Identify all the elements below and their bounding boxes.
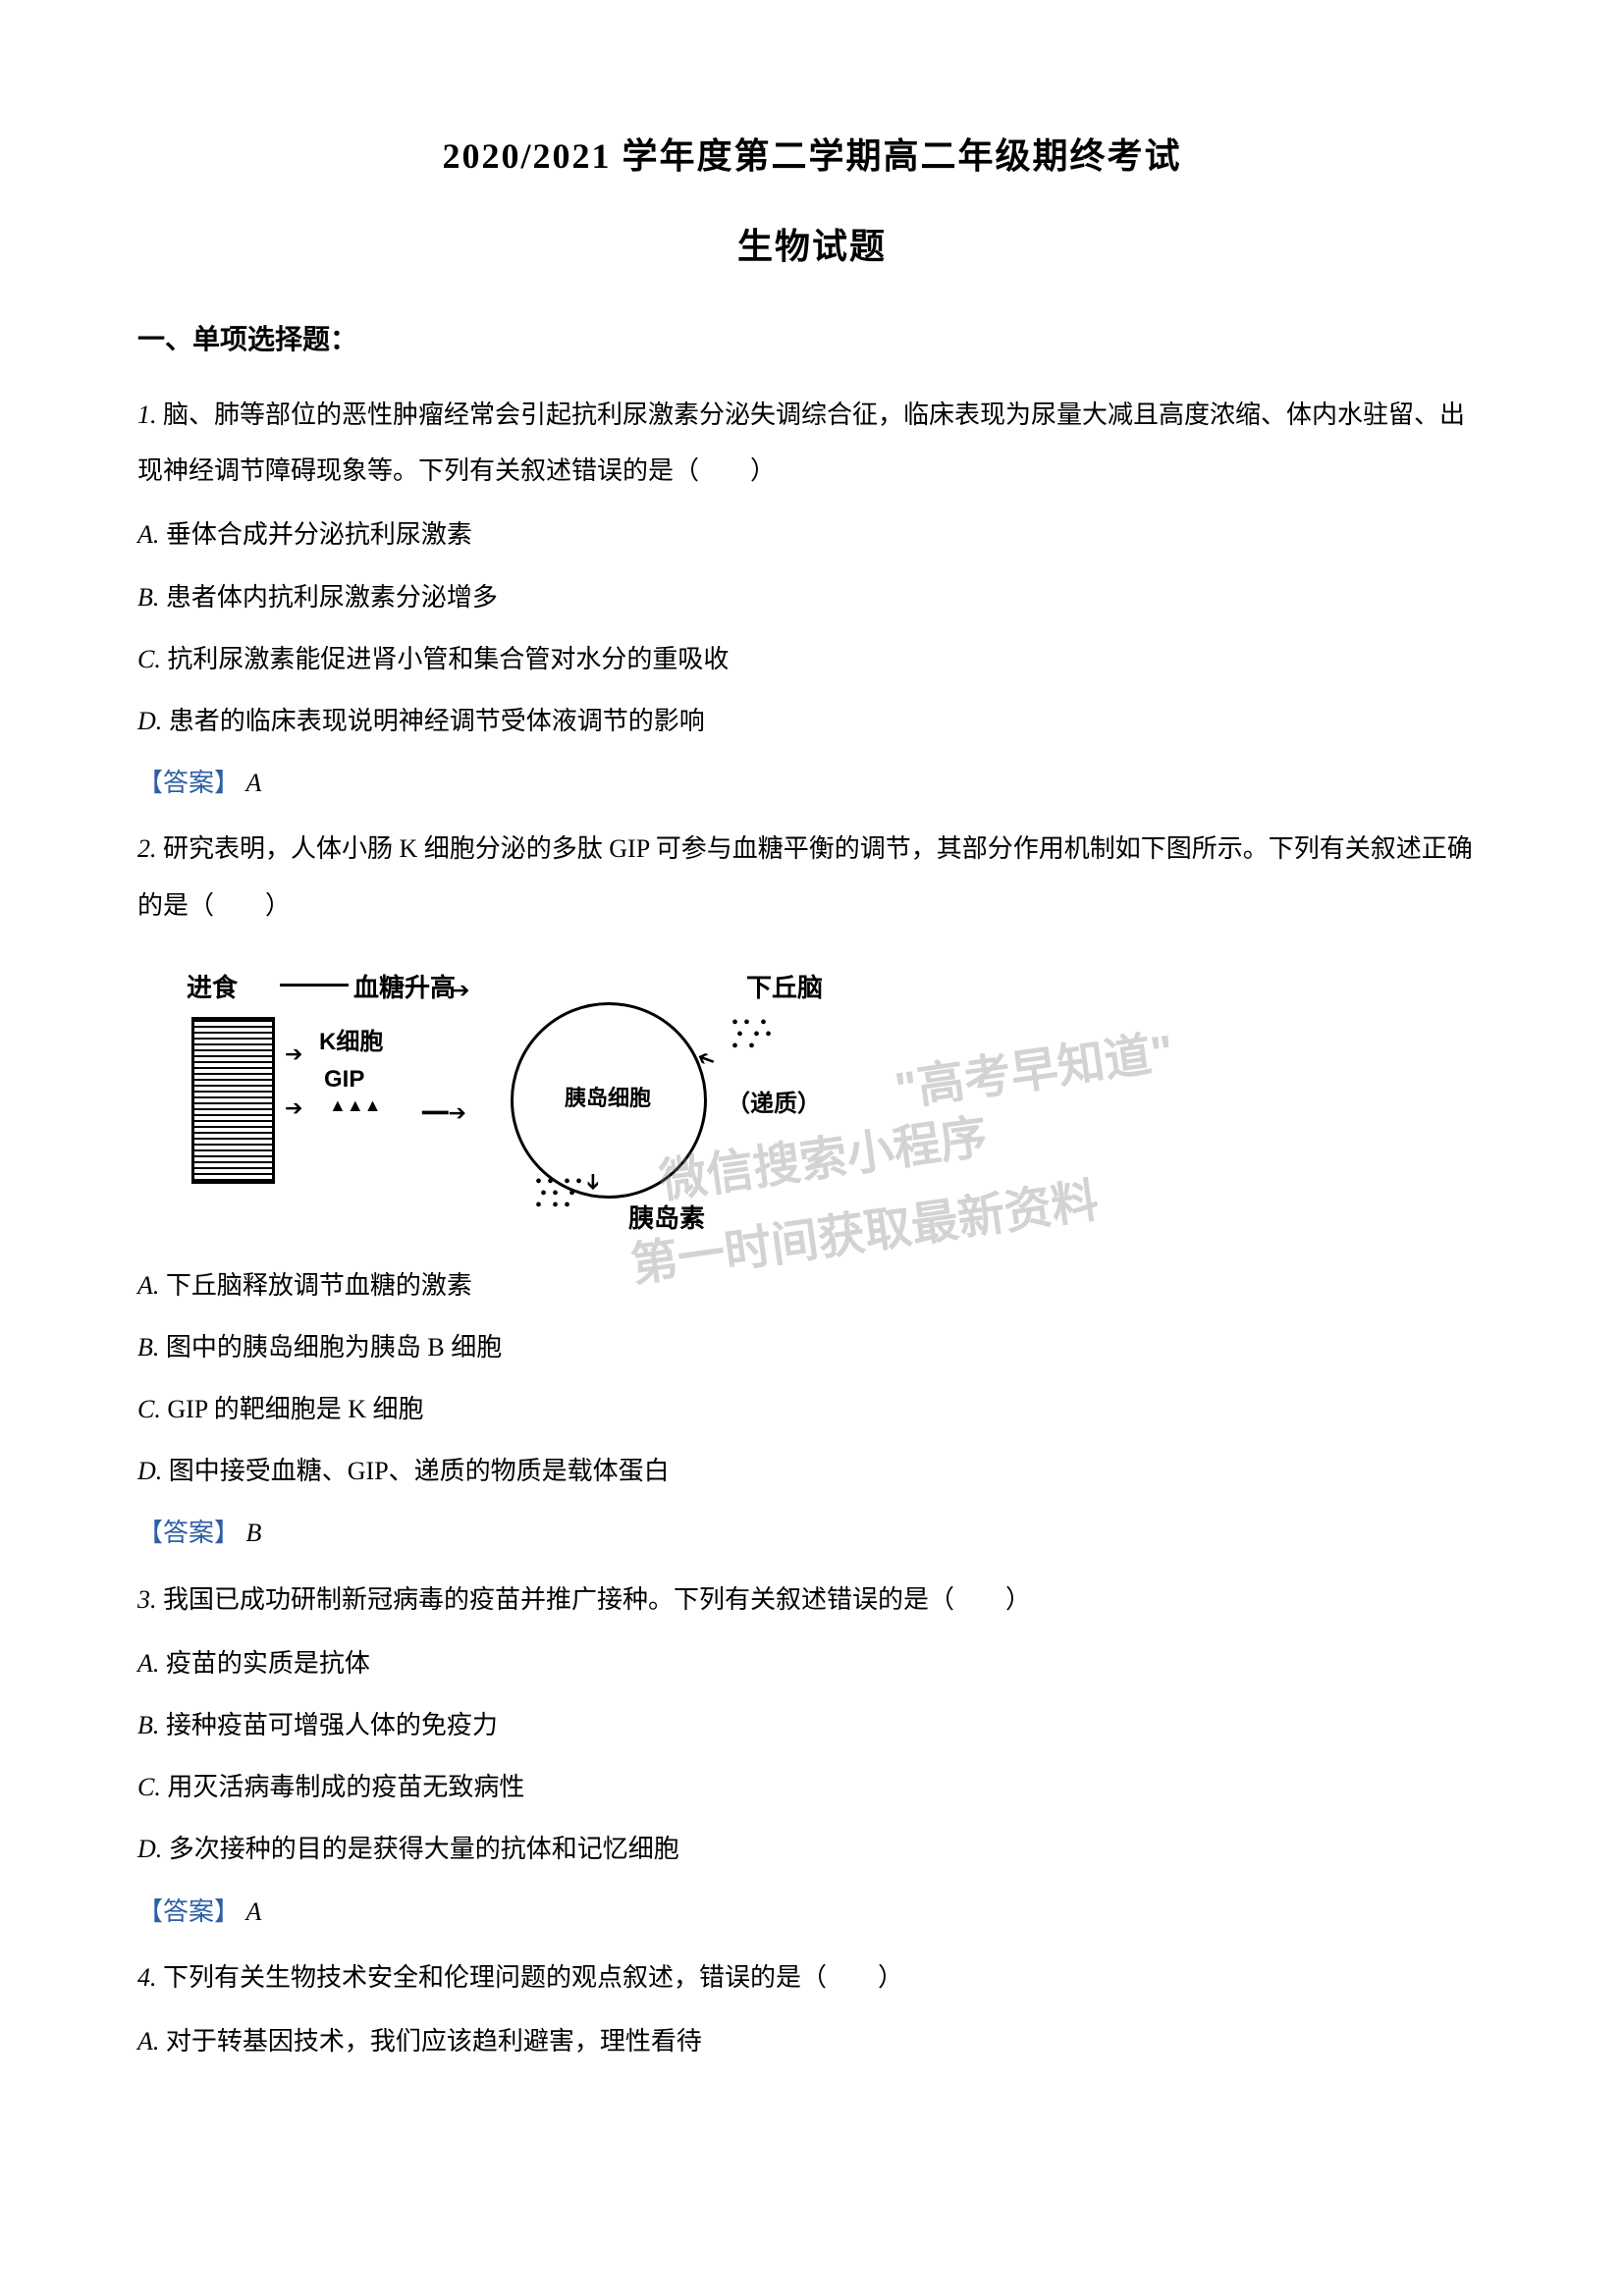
option-letter: D. [137, 707, 162, 735]
diagram-eat-box [191, 1017, 275, 1184]
diagram-label-glucose-up: 血糖升高 [353, 968, 456, 1004]
option-letter: A. [137, 2027, 159, 2056]
option-text: 图中的胰岛细胞为胰岛 B 细胞 [166, 1333, 502, 1362]
question-number: 3. [137, 1585, 157, 1614]
option-a: A. 垂体合成并分泌抗利尿激素 [137, 507, 1487, 562]
option-text: 用灭活病毒制成的疫苗无致病性 [167, 1773, 524, 1801]
option-c: C. 抗利尿激素能促进肾小管和集合管对水分的重吸收 [137, 631, 1487, 687]
exam-subtitle: 生物试题 [137, 218, 1487, 269]
arrow-icon: ➔ [452, 978, 469, 1003]
option-d: D. 患者的临床表现说明神经调节受体液调节的影响 [137, 693, 1487, 749]
option-letter: C. [137, 645, 161, 673]
option-text: GIP 的靶细胞是 K 细胞 [167, 1395, 423, 1423]
arrow-icon: ➔ [693, 1043, 719, 1074]
option-letter: A. [137, 520, 159, 549]
exam-title: 2020/2021 学年度第二学期高二年级期终考试 [137, 128, 1487, 179]
option-letter: A. [137, 1271, 159, 1300]
diagram-label-transmitter: （递质） [727, 1084, 821, 1118]
answer-label: 【答案】 [137, 1519, 240, 1547]
diagram-label-islet: 胰岛细胞 [565, 1081, 651, 1112]
option-text: 接种疫苗可增强人体的免疫力 [166, 1711, 498, 1739]
diagram-label-kcell: K细胞 [319, 1022, 383, 1056]
option-c: C. GIP 的靶细胞是 K 细胞 [137, 1381, 1487, 1437]
option-a: A. 下丘脑释放调节血糖的激素 [137, 1257, 1487, 1313]
option-text: 患者的临床表现说明神经调节受体液调节的影响 [169, 707, 705, 735]
option-text: 抗利尿激素能促进肾小管和集合管对水分的重吸收 [167, 645, 729, 673]
dots-icon: • • • • • •• • [731, 1017, 849, 1052]
option-text: 下丘脑释放调节血糖的激素 [166, 1271, 472, 1300]
option-letter: D. [137, 1835, 162, 1863]
option-c: C. 用灭活病毒制成的疫苗无致病性 [137, 1759, 1487, 1815]
option-letter: B. [137, 1333, 159, 1362]
answer-line: 【答案】 A [137, 1884, 1487, 1940]
arrow-icon [280, 984, 349, 987]
question-block: 4. 下列有关生物技术安全和伦理问题的观点叙述，错误的是（ ） A. 对于转基因… [137, 1949, 1487, 2069]
section-header: 一、单项选择题： [137, 318, 1487, 357]
option-text: 疫苗的实质是抗体 [166, 1649, 370, 1678]
question-text: 脑、肺等部位的恶性肿瘤经常会引起抗利尿激素分泌失调综合征，临床表现为尿量大减且高… [137, 400, 1465, 485]
arrow-icon: ➔ [285, 1041, 302, 1067]
option-d: D. 图中接受血糖、GIP、递质的物质是载体蛋白 [137, 1443, 1487, 1499]
question-stem: 1. 脑、肺等部位的恶性肿瘤经常会引起抗利尿激素分泌失调综合征，临床表现为尿量大… [137, 387, 1487, 499]
option-letter: C. [137, 1773, 161, 1801]
question-number: 1. [137, 400, 157, 429]
option-text: 多次接种的目的是获得大量的抗体和记忆细胞 [169, 1835, 679, 1863]
diagram-label-gip: GIP [324, 1066, 364, 1094]
diagram: 进食 血糖升高 K细胞 GIP ➔ ➔ ▲▲▲ ➔ ━━➔ 胰岛细胞 下丘脑 •… [147, 948, 913, 1243]
option-letter: B. [137, 583, 159, 612]
answer-label: 【答案】 [137, 769, 240, 797]
option-text: 对于转基因技术，我们应该趋利避害，理性看待 [166, 2027, 702, 2056]
answer-value: B [246, 1519, 262, 1547]
question-stem: 3. 我国已成功研制新冠病毒的疫苗并推广接种。下列有关叙述错误的是（ ） [137, 1572, 1487, 1628]
option-b: B. 患者体内抗利尿激素分泌增多 [137, 569, 1487, 625]
option-a: A. 对于转基因技术，我们应该趋利避害，理性看待 [137, 2013, 1487, 2069]
option-d: D. 多次接种的目的是获得大量的抗体和记忆细胞 [137, 1821, 1487, 1877]
question-block: 2. 研究表明，人体小肠 K 细胞分泌的多肽 GIP 可参与血糖平衡的调节，其部… [137, 821, 1487, 1561]
question-number: 2. [137, 834, 157, 863]
dots-icon: ▲▲▲ [329, 1095, 381, 1116]
diagram-label-eat: 进食 [187, 968, 238, 1004]
watermark-text: "高考早知道" [891, 1012, 1177, 1119]
diagram-label-hypothalamus: 下丘脑 [746, 968, 823, 1004]
option-letter: C. [137, 1395, 161, 1423]
option-text: 垂体合成并分泌抗利尿激素 [166, 520, 472, 549]
arrow-icon: ━━➔ [422, 1100, 466, 1126]
option-letter: A. [137, 1649, 159, 1678]
question-text: 我国已成功研制新冠病毒的疫苗并推广接种。下列有关叙述错误的是（ ） [163, 1585, 1031, 1614]
answer-value: A [246, 1897, 262, 1926]
arrow-icon: ➔ [285, 1095, 302, 1121]
question-block: 3. 我国已成功研制新冠病毒的疫苗并推广接种。下列有关叙述错误的是（ ） A. … [137, 1572, 1487, 1940]
option-text: 图中接受血糖、GIP、递质的物质是载体蛋白 [169, 1457, 670, 1485]
answer-line: 【答案】 B [137, 1505, 1487, 1561]
option-b: B. 图中的胰岛细胞为胰岛 B 细胞 [137, 1319, 1487, 1375]
question-block: 1. 脑、肺等部位的恶性肿瘤经常会引起抗利尿激素分泌失调综合征，临床表现为尿量大… [137, 387, 1487, 811]
question-stem: 4. 下列有关生物技术安全和伦理问题的观点叙述，错误的是（ ） [137, 1949, 1487, 2005]
question-number: 4. [137, 1963, 157, 1992]
answer-label: 【答案】 [137, 1897, 240, 1926]
option-letter: D. [137, 1457, 162, 1485]
answer-value: A [246, 769, 262, 797]
question-text: 研究表明，人体小肠 K 细胞分泌的多肽 GIP 可参与血糖平衡的调节，其部分作用… [137, 834, 1473, 919]
option-b: B. 接种疫苗可增强人体的免疫力 [137, 1697, 1487, 1753]
answer-line: 【答案】 A [137, 755, 1487, 811]
option-text: 患者体内抗利尿激素分泌增多 [166, 583, 498, 612]
diagram-label-insulin: 胰岛素 [628, 1199, 705, 1235]
option-a: A. 疫苗的实质是抗体 [137, 1635, 1487, 1691]
question-stem: 2. 研究表明，人体小肠 K 细胞分泌的多肽 GIP 可参与血糖平衡的调节，其部… [137, 821, 1487, 933]
question-text: 下列有关生物技术安全和伦理问题的观点叙述，错误的是（ ） [163, 1963, 903, 1992]
option-letter: B. [137, 1711, 159, 1739]
